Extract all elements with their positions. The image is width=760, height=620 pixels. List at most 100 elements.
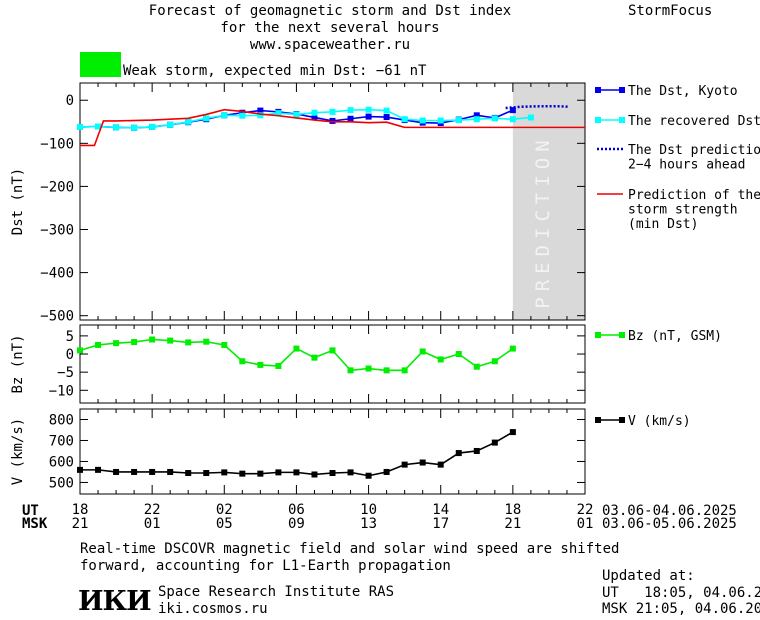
msk-axis-label: MSK [22, 516, 48, 532]
updated-label: Updated at: [602, 568, 695, 584]
data-point [95, 341, 102, 348]
ut-tick-label: 02 [216, 502, 233, 518]
data-point [347, 469, 354, 476]
data-point [149, 468, 156, 475]
data-point [527, 114, 534, 121]
y-tick-label: −300 [40, 223, 74, 239]
data-point [473, 116, 480, 123]
data-point [77, 466, 83, 473]
data-point [473, 447, 480, 454]
data-point [167, 468, 174, 475]
data-point [221, 469, 228, 476]
data-point [113, 468, 120, 475]
data-point [509, 116, 516, 123]
data-point [473, 112, 480, 119]
msk-date-range: 03.06-05.06.2025 [602, 516, 737, 532]
legend-marker [619, 417, 625, 423]
y-tick-label: −5 [57, 365, 74, 381]
y-tick-label: −10 [49, 383, 74, 399]
data-point [347, 107, 354, 114]
data-point [293, 111, 300, 118]
data-point [257, 361, 264, 368]
legend-marker [595, 332, 601, 338]
data-point [167, 121, 174, 128]
org-site[interactable]: iki.cosmos.ru [158, 601, 268, 617]
propagation-note-line2: forward, accounting for L1-Earth propaga… [80, 558, 451, 574]
data-point [383, 107, 390, 114]
msk-tick-label: 05 [216, 516, 233, 532]
y-tick-label: −200 [40, 179, 74, 195]
y-axis-label: Dst (nT) [10, 168, 26, 235]
chart-panel-3: 800 700 600 500 V (km/s) V (km/s) [10, 408, 691, 495]
y-axis-label: Bz (nT) [10, 334, 26, 393]
data-point [257, 107, 264, 114]
data-point [365, 113, 372, 120]
legend-label: storm strength [628, 203, 738, 218]
legend-label: (min Dst) [628, 217, 698, 232]
series-line-1 [80, 431, 514, 477]
chart-title-line2: for the next several hours [220, 20, 440, 36]
ut-tick-label: 14 [432, 502, 449, 518]
data-point [365, 106, 372, 113]
legend-marker [619, 87, 625, 93]
data-point [275, 469, 282, 476]
chart-panel-2: 5 0 −5 −10 Bz (nT) Bz (nT, GSM) [10, 324, 722, 404]
data-point [311, 109, 318, 116]
y-tick-label: −400 [40, 266, 74, 282]
msk-tick-label: 21 [72, 516, 89, 532]
data-point [293, 345, 300, 352]
data-point [509, 107, 516, 114]
ut-tick-label: 22 [577, 502, 594, 518]
data-point [293, 469, 300, 476]
data-point [221, 341, 228, 348]
data-point [131, 468, 138, 475]
site-url[interactable]: www.spaceweather.ru [249, 37, 411, 53]
data-point [95, 123, 102, 130]
legend-label: Prediction of the [628, 188, 760, 203]
y-tick-label: −500 [40, 309, 74, 325]
msk-tick-label: 01 [577, 516, 594, 532]
data-point [203, 338, 210, 345]
ut-date-range: 03.06-04.06.2025 [602, 503, 737, 519]
legend-label: 2−4 hours ahead [628, 158, 745, 173]
data-point [131, 339, 138, 346]
data-point [77, 123, 83, 130]
data-point [347, 115, 354, 122]
panel-frame [79, 324, 586, 404]
data-point [491, 439, 498, 446]
legend-label: The Dst prediction [628, 143, 760, 158]
msk-tick-label: 09 [288, 516, 305, 532]
ut-axis-label: UT [22, 503, 39, 519]
data-point [329, 117, 336, 124]
series-line-2 [79, 108, 531, 129]
data-point [455, 450, 462, 457]
data-point [455, 117, 462, 124]
legend-label: Bz (nT, GSM) [628, 329, 722, 344]
data-point [185, 470, 192, 477]
data-point [257, 470, 264, 477]
data-point [275, 110, 282, 117]
data-point [221, 112, 228, 119]
legend-label: V (km/s) [628, 414, 691, 429]
propagation-note-line1: Real-time DSCOVR magnetic field and sola… [80, 541, 620, 557]
data-point [113, 340, 120, 347]
data-point [311, 354, 318, 361]
brand-name: StormFocus [628, 3, 713, 19]
data-point [329, 347, 336, 354]
data-point [257, 112, 264, 119]
data-point [239, 109, 246, 116]
data-point [329, 470, 336, 477]
data-point [383, 367, 390, 374]
data-point [419, 117, 426, 124]
updated-msk: MSK 21:05, 04.06.2025 [602, 601, 760, 617]
data-point [131, 124, 138, 131]
series-line-1 [79, 338, 514, 372]
data-point [95, 466, 102, 473]
prediction-region [512, 83, 585, 320]
legend-marker [595, 117, 601, 123]
data-point [365, 365, 372, 372]
data-point [509, 429, 516, 436]
ut-tick-label: 06 [288, 502, 305, 518]
data-point [239, 112, 246, 119]
